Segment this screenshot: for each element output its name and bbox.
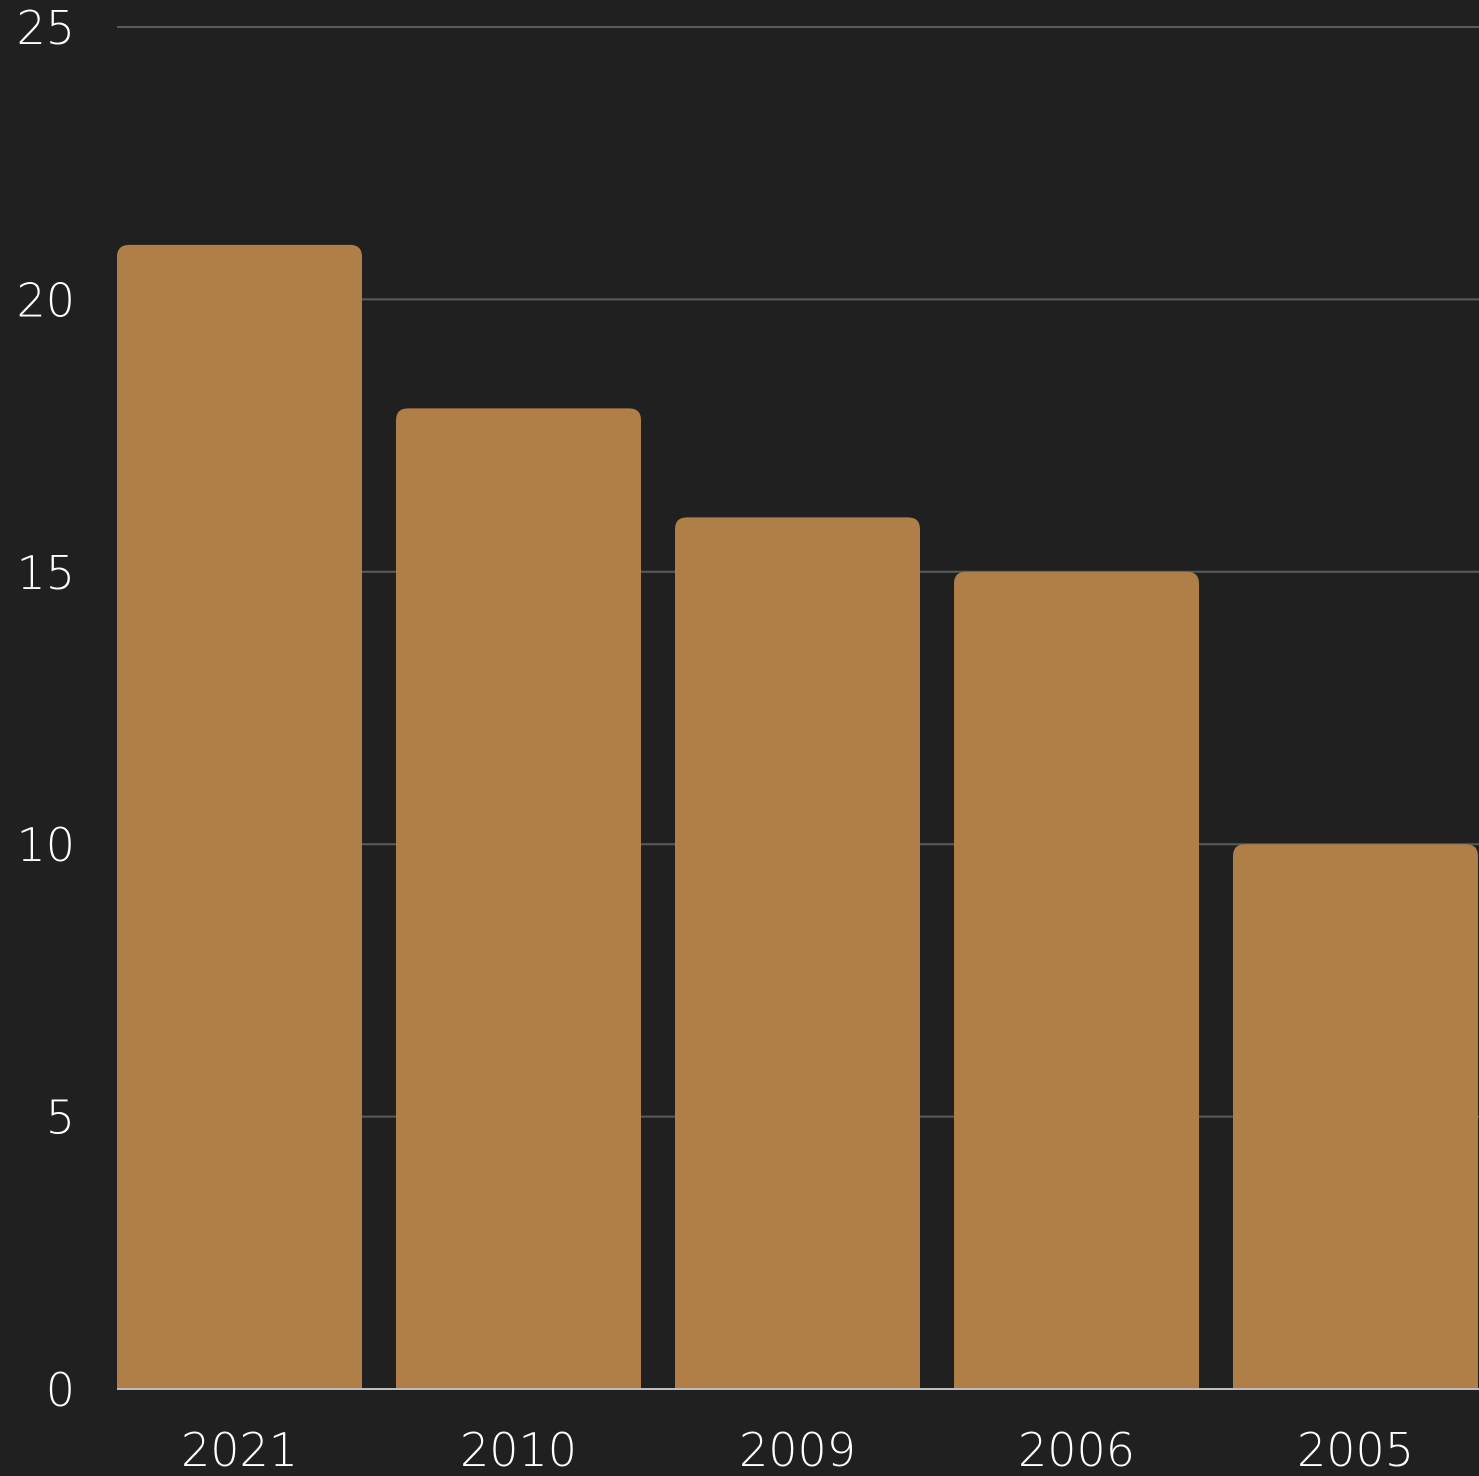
x-tick-label: 2005: [1297, 1423, 1414, 1476]
y-tick-label: 0: [46, 1363, 75, 1417]
y-tick-label: 15: [16, 546, 75, 600]
x-axis-tick-labels: 2021 2010 2009 2006 2005: [181, 1423, 1414, 1476]
bar-2009: [675, 517, 920, 1389]
bar-2010: [396, 408, 641, 1389]
x-tick-label: 2010: [460, 1423, 577, 1476]
bar-2005: [1233, 844, 1478, 1389]
y-axis-tick-labels: 0 5 10 15 20 25: [16, 1, 75, 1417]
y-tick-label: 5: [46, 1091, 75, 1145]
x-tick-label: 2021: [181, 1423, 298, 1476]
y-tick-label: 10: [16, 818, 75, 872]
bar-2006: [954, 571, 1199, 1389]
x-tick-label: 2006: [1018, 1423, 1135, 1476]
bar-2021: [117, 244, 362, 1389]
y-tick-label: 25: [16, 1, 75, 55]
y-tick-label: 20: [16, 273, 75, 327]
bars: [117, 244, 1478, 1389]
x-tick-label: 2009: [739, 1423, 856, 1476]
